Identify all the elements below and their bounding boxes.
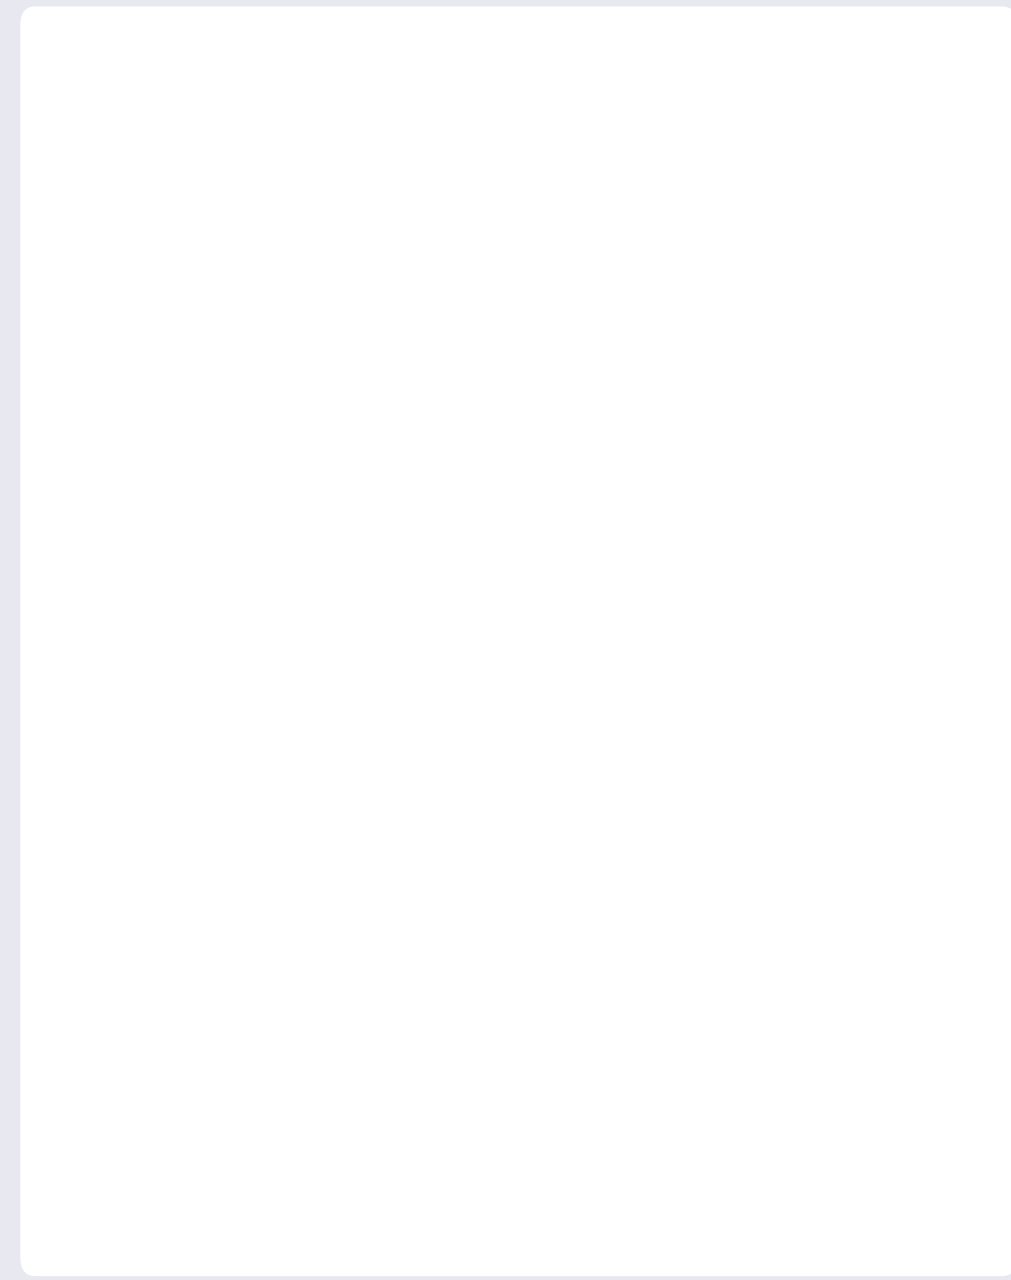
Text: electrophilic aromatic substitution: electrophilic aromatic substitution bbox=[160, 655, 680, 685]
Text: aromatic substitution: aromatic substitution bbox=[160, 1038, 485, 1068]
Text: 4. Which of following are the: 4. Which of following are the bbox=[75, 84, 707, 123]
Text: substitution, Alkene – free radical: substitution, Alkene – free radical bbox=[160, 946, 670, 975]
Text: Alkane – free radical substitution,: Alkane – free radical substitution, bbox=[160, 396, 671, 425]
Text: Alkane – electrophilic addition, Alkene –: Alkane – electrophilic addition, Alkene … bbox=[160, 564, 764, 593]
Text: electrophilic aromatic substitution,: electrophilic aromatic substitution, bbox=[160, 778, 691, 806]
Text: Arene –  free radical substitution: Arene – free radical substitution bbox=[160, 824, 657, 852]
Text: alkene and arene?: alkene and arene? bbox=[75, 301, 476, 339]
Text: substitution, Arene – electrophilic: substitution, Arene – electrophilic bbox=[160, 992, 670, 1021]
Text: correct match for the type of: correct match for the type of bbox=[75, 157, 710, 195]
Text: Alkane – electrophilic aromatic: Alkane – electrophilic aromatic bbox=[160, 900, 629, 929]
Text: free radical substitution, Arene –: free radical substitution, Arene – bbox=[160, 611, 657, 639]
Text: 1 point: 1 point bbox=[851, 84, 953, 113]
Text: Alkene – electrophilic addition, Arene –: Alkene – electrophilic addition, Arene – bbox=[160, 442, 751, 471]
Text: reaction for bromination of alkane,: reaction for bromination of alkane, bbox=[75, 229, 842, 268]
Text: Alkane – electrophilic addition, Alkene –: Alkane – electrophilic addition, Alkene … bbox=[160, 732, 764, 762]
Text: electrophilic aromatic substitution: electrophilic aromatic substitution bbox=[160, 488, 680, 517]
Text: *: * bbox=[819, 84, 839, 123]
